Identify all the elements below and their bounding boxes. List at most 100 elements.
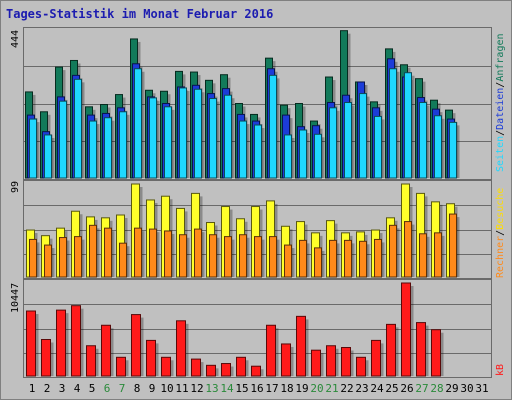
bar-rechner-15: [239, 234, 247, 278]
bar-seiten-29: [449, 121, 457, 179]
middle-ymax-label: 99: [10, 181, 21, 193]
legend-dateien: Dateien: [495, 88, 506, 130]
x-tick-label: 14: [220, 382, 234, 395]
legend-sep: /: [495, 82, 506, 88]
bar-kb-8: [131, 314, 141, 377]
bar-rechner-22: [344, 239, 352, 278]
x-tick-label: 20: [310, 382, 323, 395]
bar-kb-26: [401, 282, 411, 377]
bar-rechner-20: [314, 247, 322, 278]
x-tick-label: 15: [235, 382, 248, 395]
bar-kb-15: [236, 356, 246, 377]
bar-seiten-24: [374, 115, 382, 179]
legend-kb: kB: [495, 364, 506, 376]
bar-seiten-19: [299, 129, 307, 179]
bar-rechner-2: [44, 244, 52, 278]
bar-rechner-17: [269, 236, 277, 278]
bar-rechner-23: [359, 240, 367, 278]
x-tick-label: 21: [325, 382, 338, 395]
bar-seiten-5: [89, 120, 97, 179]
x-tick-label: 12: [190, 382, 203, 395]
bar-seiten-9: [149, 97, 157, 179]
bar-kb-6: [101, 324, 111, 377]
bar-rechner-10: [164, 230, 172, 278]
bottom-ymax-label: 10447: [10, 283, 21, 313]
x-tick-label: 28: [430, 382, 443, 395]
bar-kb-9: [146, 339, 156, 377]
bar-seiten-23: [359, 93, 367, 179]
bar-kb-20: [311, 349, 321, 377]
bar-kb-22: [341, 347, 351, 377]
bar-rechner-26: [404, 221, 412, 278]
x-tick-label: 5: [89, 382, 96, 395]
bar-seiten-14: [224, 94, 232, 179]
bar-seiten-6: [104, 117, 112, 179]
x-tick-label: 9: [149, 382, 156, 395]
bar-rechner-7: [119, 242, 127, 278]
bar-rechner-25: [389, 224, 397, 278]
bar-rechner-21: [329, 239, 337, 278]
bar-seiten-22: [344, 102, 352, 179]
x-tick-label: 8: [134, 382, 141, 395]
x-tick-label: 10: [160, 382, 173, 395]
bar-rechner-1: [29, 238, 37, 278]
bar-seiten-16: [254, 124, 262, 179]
bar-kb-25: [386, 323, 396, 377]
x-tick-label: 30: [460, 382, 473, 395]
bar-seiten-12: [194, 88, 202, 179]
x-tick-label: 2: [44, 382, 51, 395]
bar-seiten-13: [209, 98, 217, 179]
x-tick-label: 6: [104, 382, 111, 395]
bar-seiten-7: [119, 111, 127, 179]
x-tick-label: 3: [59, 382, 66, 395]
bar-rechner-5: [89, 224, 97, 278]
bar-kb-5: [86, 345, 96, 377]
bar-kb-1: [26, 310, 36, 377]
x-tick-label: 31: [475, 382, 488, 395]
legend-sep: /: [495, 130, 506, 136]
legend-seiten: Seiten: [495, 136, 506, 172]
bar-kb-3: [56, 309, 66, 377]
bar-kb-27: [416, 322, 426, 377]
bar-kb-12: [191, 358, 201, 377]
bar-kb-24: [371, 339, 381, 377]
bar-rechner-16: [254, 236, 262, 278]
right-label-bottom: kB: [495, 364, 506, 376]
bar-rechner-11: [179, 234, 187, 278]
bar-rechner-27: [419, 233, 427, 278]
bar-rechner-6: [104, 227, 112, 278]
bar-kb-2: [41, 339, 51, 377]
bar-seiten-21: [329, 107, 337, 179]
legend-rechner: Rechner: [495, 236, 506, 278]
x-tick-label: 26: [400, 382, 413, 395]
bar-seiten-3: [59, 100, 67, 179]
right-label-middle: Rechner/Besuche: [495, 188, 506, 278]
bar-seiten-1: [29, 118, 37, 179]
bar-seiten-28: [434, 115, 442, 179]
bar-kb-7: [116, 356, 126, 377]
bar-kb-10: [161, 356, 171, 377]
right-label-top: Seiten/Dateien/Anfragen: [495, 33, 506, 172]
bar-seiten-18: [284, 134, 292, 179]
bar-rechner-4: [74, 236, 82, 278]
x-tick-label: 18: [280, 382, 293, 395]
bar-seiten-11: [179, 87, 187, 179]
bar-seiten-25: [389, 68, 397, 179]
x-tick-label: 7: [119, 382, 126, 395]
bar-seiten-27: [419, 102, 427, 179]
bar-kb-4: [71, 305, 81, 377]
bar-seiten-10: [164, 106, 172, 179]
legend-besuche: Besuche: [495, 188, 506, 230]
bar-seiten-17: [269, 74, 277, 179]
bar-kb-17: [266, 324, 276, 377]
bar-rechner-24: [374, 238, 382, 278]
x-tick-label: 22: [340, 382, 353, 395]
bar-kb-19: [296, 315, 306, 377]
chart-title: Tages-Statistik im Monat Februar 2016: [6, 7, 274, 21]
bar-rechner-3: [59, 237, 67, 278]
bar-rechner-18: [284, 244, 292, 278]
x-tick-label: 17: [265, 382, 278, 395]
x-tick-label: 19: [295, 382, 308, 395]
bar-kb-11: [176, 320, 186, 377]
